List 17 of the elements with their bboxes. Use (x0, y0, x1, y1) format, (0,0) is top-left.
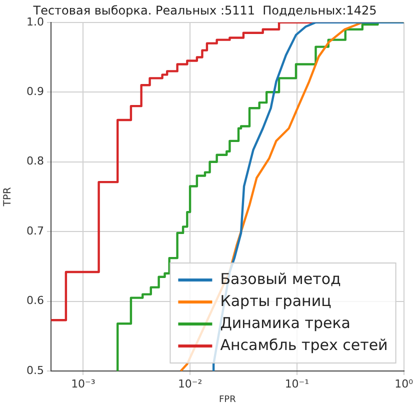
x-axis-title: FPR (218, 394, 236, 405)
y-axis-title: TPR (2, 187, 14, 208)
legend-label: Базовый метод (220, 270, 341, 288)
y-tick-label: 0.8 (26, 154, 44, 168)
y-tick-label: 0.5 (26, 364, 44, 377)
legend-label: Ансамбль трех сетей (220, 336, 388, 354)
y-tick-label: 0.6 (26, 294, 44, 308)
y-tick-label: 0.7 (26, 224, 44, 238)
x-tick-label: 10⁰ (394, 377, 414, 390)
chart-title: Тестовая выборка. Реальных :5111 Поддельных:1425 (32, 3, 377, 18)
legend-label: Карты границ (220, 292, 332, 310)
y-tick-label: 1.0 (26, 15, 44, 28)
x-tick-label: 10⁻³ (71, 377, 96, 390)
y-tick-label: 0.9 (26, 84, 44, 98)
legend-label: Динамика трека (220, 314, 350, 332)
x-tick-label: 10⁻¹ (284, 377, 310, 390)
x-tick-label: 10⁻² (178, 377, 202, 390)
